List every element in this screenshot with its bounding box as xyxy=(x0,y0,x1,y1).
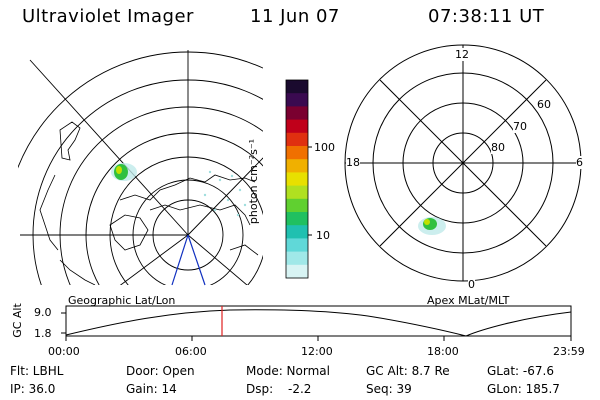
info-mode: Mode: Normal xyxy=(246,364,330,378)
mlt-label-18: 18 xyxy=(346,156,360,169)
alt-xtick-2359: 23:59 xyxy=(553,345,585,358)
colorbar-cell xyxy=(286,106,308,121)
left-panel-caption: Geographic Lat/Lon xyxy=(68,294,176,307)
colorbar-cell xyxy=(286,264,308,279)
colorbar-cell xyxy=(286,251,308,266)
direction-line xyxy=(187,234,206,286)
alt-ytick-1.8: 1.8 xyxy=(34,327,52,340)
info-dsp-value: -2.2 xyxy=(288,382,312,396)
info-ip: IP: 36.0 xyxy=(10,382,56,396)
colorbar-cell xyxy=(286,80,308,94)
colorbar-cell xyxy=(286,93,308,107)
meridian-line xyxy=(187,157,263,236)
info-gc-alt: GC Alt: 8.7 Re xyxy=(366,364,450,378)
info-flt: Flt: LBHL xyxy=(10,364,64,378)
alt-xtick-0600: 06:00 xyxy=(175,345,207,358)
info-glon: GLon: 185.7 xyxy=(487,382,560,396)
date-label: 11 Jun 07 xyxy=(250,6,340,27)
alt-ytick-9: 9.0 xyxy=(34,306,52,319)
instrument-title: Ultraviolet Imager xyxy=(22,6,194,27)
mlt-label-6: 6 xyxy=(576,156,583,169)
colorbar-cell xyxy=(286,238,308,253)
colorbar-cell xyxy=(286,212,308,226)
info-door: Door: Open xyxy=(126,364,195,378)
aurora-patch-left xyxy=(111,163,137,181)
direction-line xyxy=(171,234,189,286)
coastline xyxy=(119,174,256,201)
meridian-line xyxy=(119,234,189,285)
coastline xyxy=(59,121,81,161)
mlt-label-12: 12 xyxy=(455,48,469,61)
coastline xyxy=(229,244,259,256)
colorbar-cell xyxy=(286,225,308,239)
right-panel-caption: Apex MLat/MLT xyxy=(427,294,510,307)
info-gain: Gain: 14 xyxy=(126,382,177,396)
altitude-curve xyxy=(65,309,572,337)
info-dsp: Dsp: xyxy=(246,382,274,396)
mlat-label-70: 70 xyxy=(513,120,527,133)
alt-xtick-0000: 00:00 xyxy=(48,345,80,358)
alt-xtick-1200: 12:00 xyxy=(301,345,333,358)
alt-ylabel: GC Alt xyxy=(10,303,24,338)
colorbar-tick-10: 10 xyxy=(316,229,330,242)
mlat-label-80: 80 xyxy=(491,141,505,154)
colorbar-cell xyxy=(286,119,308,134)
info-seq: Seq: 39 xyxy=(366,382,412,396)
colorbar-cell xyxy=(286,198,308,213)
colorbar-cell xyxy=(286,146,308,160)
faint-emission xyxy=(203,170,247,217)
colorbar-cell xyxy=(286,159,308,173)
coastline xyxy=(149,204,251,226)
mlt-label-0: 0 xyxy=(468,278,475,291)
mlt-line xyxy=(379,79,547,247)
alt-xtick-1800: 18:00 xyxy=(427,345,459,358)
colorbar-tick-100: 100 xyxy=(314,141,335,154)
meridian-line xyxy=(187,234,248,285)
time-label: 07:38:11 UT xyxy=(428,6,545,27)
colorbar-cell xyxy=(286,172,308,187)
coastline xyxy=(39,174,59,251)
coastline xyxy=(109,214,149,251)
coastline xyxy=(59,259,96,285)
mlat-label-60: 60 xyxy=(537,98,551,111)
aurora-patch-right xyxy=(418,217,446,235)
info-glat: GLat: -67.6 xyxy=(487,364,554,378)
colorbar-cell xyxy=(286,185,308,200)
colorbar-cell xyxy=(286,132,308,147)
